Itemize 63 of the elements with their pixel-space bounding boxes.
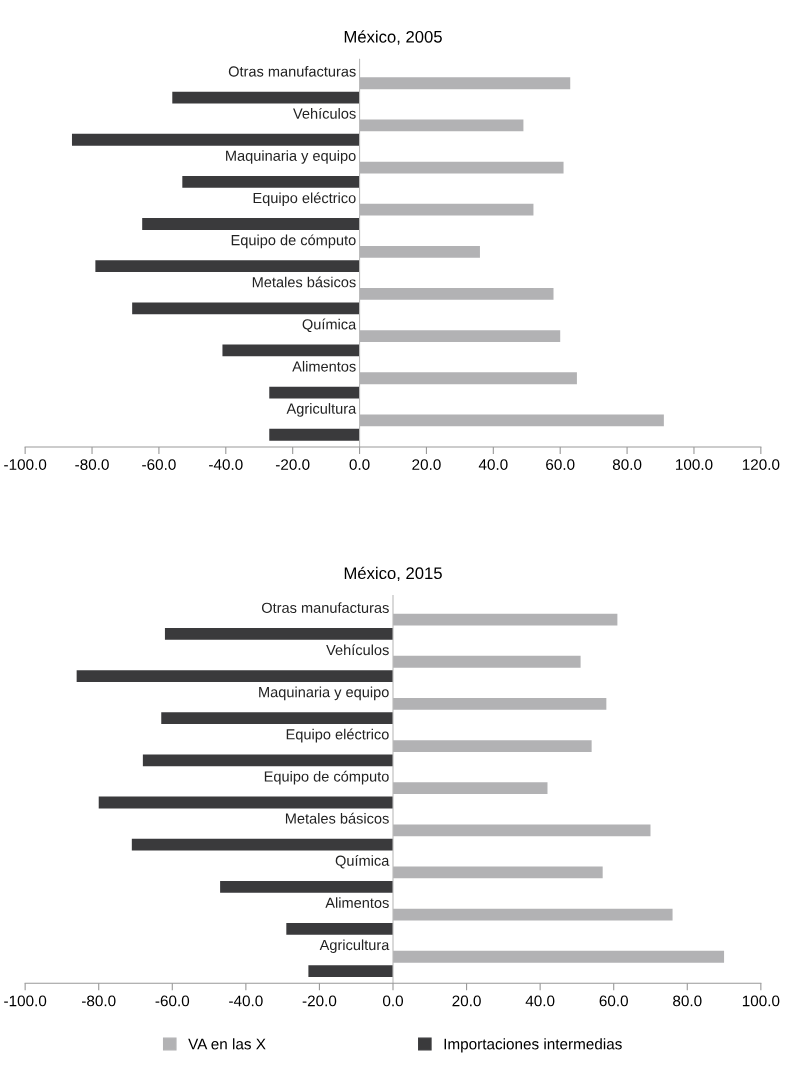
x-tick-label: -40.0 xyxy=(229,995,263,1007)
bar xyxy=(142,218,360,230)
y-tick-label: Metales básicos xyxy=(285,812,389,824)
y-tick-label: Maquinaria y equipo xyxy=(226,150,356,164)
y-tick-label: Alimentos xyxy=(292,360,356,372)
bar xyxy=(98,796,393,809)
x-tick-label: -60.0 xyxy=(155,995,190,1007)
bar xyxy=(132,302,360,315)
x-tick-label: 0.0 xyxy=(349,459,370,470)
x-tick-label: 20.0 xyxy=(452,995,481,1007)
y-tick-label: Vehículos xyxy=(326,644,389,656)
bar xyxy=(76,670,393,682)
y-tick-label: Otras manufacturas xyxy=(261,602,389,613)
x-tick-label: -20.0 xyxy=(302,995,337,1007)
y-tick-label: Equipo eléctrico xyxy=(286,728,389,743)
bar xyxy=(269,386,360,399)
x-tick-label: -100.0 xyxy=(4,995,47,1007)
x-tick-label: 20.0 xyxy=(412,459,441,470)
x-tick-label: 40.0 xyxy=(478,459,508,470)
bar xyxy=(220,880,393,893)
legend-label: Importaciones intermedias xyxy=(444,1038,622,1053)
x-tick-label: -100.0 xyxy=(4,459,47,470)
chart-title: México, 2015 xyxy=(344,566,442,582)
x-tick-label: -40.0 xyxy=(209,459,243,470)
x-tick-label: 80.0 xyxy=(612,459,642,470)
y-tick-label: Alimentos xyxy=(325,897,389,908)
bar xyxy=(269,428,360,441)
x-tick-label: 60.0 xyxy=(546,459,575,470)
bar xyxy=(142,754,393,767)
bar xyxy=(172,91,360,104)
chart-title: México, 2005 xyxy=(344,30,442,45)
y-tick-label: Agricultura xyxy=(319,939,390,954)
y-tick-label: Equipo de cómputo xyxy=(231,234,356,249)
x-tick-label: -60.0 xyxy=(142,459,176,470)
bar xyxy=(164,628,393,640)
x-tick-label: -80.0 xyxy=(75,459,109,470)
bar xyxy=(308,965,393,977)
y-tick-label: Agricultura xyxy=(286,403,357,417)
x-tick-label: 0.0 xyxy=(382,995,404,1007)
x-tick-label: 40.0 xyxy=(525,995,555,1007)
y-tick-label: Otras manufacturas xyxy=(228,65,356,77)
bar xyxy=(286,923,393,935)
y-tick-label: Maquinaria y equipo xyxy=(259,686,389,701)
x-tick-label: 100.0 xyxy=(676,459,713,470)
bar xyxy=(222,344,360,357)
x-tick-label: 60.0 xyxy=(599,995,628,1007)
bar xyxy=(95,260,360,273)
x-tick-label: -20.0 xyxy=(275,459,310,470)
y-tick-label: Química xyxy=(335,854,390,869)
y-tick-label: Metales básicos xyxy=(252,276,356,288)
y-tick-label: Vehículos xyxy=(293,107,356,119)
y-tick-label: Equipo eléctrico xyxy=(253,192,356,207)
bar xyxy=(161,712,393,725)
x-tick-label: 80.0 xyxy=(673,995,702,1007)
x-tick-label: 120.0 xyxy=(742,459,780,470)
bar xyxy=(71,133,360,146)
bar xyxy=(131,838,393,851)
bar xyxy=(182,175,360,188)
x-tick-label: -80.0 xyxy=(81,995,116,1007)
y-tick-label: Química xyxy=(302,318,357,333)
legend-label: VA en las X xyxy=(188,1038,266,1050)
y-tick-label: Equipo de cómputo xyxy=(264,770,389,785)
x-tick-label: 100.0 xyxy=(742,995,780,1007)
